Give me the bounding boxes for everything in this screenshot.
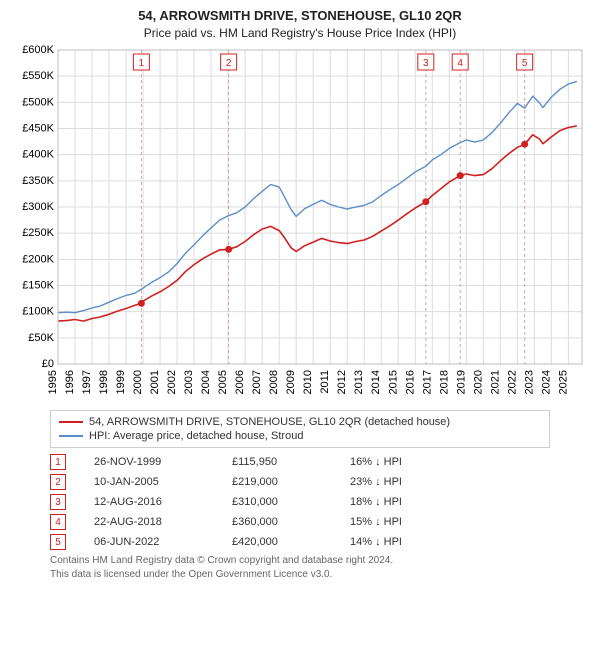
svg-text:£250K: £250K bbox=[22, 227, 54, 239]
svg-text:2003: 2003 bbox=[183, 370, 195, 394]
svg-text:2012: 2012 bbox=[336, 370, 348, 394]
sale-date: 12-AUG-2016 bbox=[94, 496, 204, 508]
svg-text:1998: 1998 bbox=[98, 370, 110, 394]
svg-text:1: 1 bbox=[139, 58, 145, 69]
svg-text:2022: 2022 bbox=[506, 370, 518, 394]
svg-text:2007: 2007 bbox=[251, 370, 263, 394]
sale-price: £420,000 bbox=[232, 536, 322, 548]
svg-text:2011: 2011 bbox=[319, 370, 331, 394]
svg-text:2019: 2019 bbox=[455, 370, 467, 394]
sale-marker-badge: 5 bbox=[50, 534, 66, 550]
svg-text:£400K: £400K bbox=[22, 149, 54, 161]
legend-swatch bbox=[59, 435, 83, 437]
legend-label: 54, ARROWSMITH DRIVE, STONEHOUSE, GL10 2… bbox=[89, 416, 450, 428]
svg-text:£500K: £500K bbox=[22, 96, 54, 108]
svg-text:£0: £0 bbox=[42, 358, 54, 370]
svg-text:2014: 2014 bbox=[370, 370, 382, 394]
price-chart: £0 £50K £100K £150K £200K £250K £300K £350K £400… bbox=[10, 44, 590, 404]
svg-text:2: 2 bbox=[226, 58, 232, 69]
svg-text:4: 4 bbox=[457, 58, 463, 69]
sale-row: 3 12-AUG-2016 £310,000 18% ↓ HPI bbox=[50, 492, 590, 512]
footer-line-2: This data is licensed under the Open Gov… bbox=[50, 568, 590, 582]
svg-text:2020: 2020 bbox=[472, 370, 484, 394]
svg-text:2015: 2015 bbox=[387, 370, 399, 394]
sale-delta: 23% ↓ HPI bbox=[350, 476, 402, 488]
svg-text:£50K: £50K bbox=[28, 332, 54, 344]
svg-text:2004: 2004 bbox=[200, 370, 212, 394]
sale-date: 26-NOV-1999 bbox=[94, 456, 204, 468]
sale-price: £360,000 bbox=[232, 516, 322, 528]
svg-text:£100K: £100K bbox=[22, 306, 54, 318]
svg-text:£550K: £550K bbox=[22, 70, 54, 82]
svg-text:2016: 2016 bbox=[404, 370, 416, 394]
svg-text:£350K: £350K bbox=[22, 175, 54, 187]
svg-text:2024: 2024 bbox=[540, 370, 552, 394]
sale-row: 4 22-AUG-2018 £360,000 15% ↓ HPI bbox=[50, 512, 590, 532]
sale-price: £115,950 bbox=[232, 456, 322, 468]
sale-date: 10-JAN-2005 bbox=[94, 476, 204, 488]
svg-text:2006: 2006 bbox=[234, 370, 246, 394]
svg-text:2001: 2001 bbox=[149, 370, 161, 394]
svg-text:£450K: £450K bbox=[22, 123, 54, 135]
legend-label: HPI: Average price, detached house, Stro… bbox=[89, 430, 303, 442]
svg-text:1995: 1995 bbox=[47, 370, 59, 394]
sale-row: 5 06-JUN-2022 £420,000 14% ↓ HPI bbox=[50, 532, 590, 552]
svg-text:1997: 1997 bbox=[81, 370, 93, 394]
legend-item: HPI: Average price, detached house, Stro… bbox=[59, 429, 541, 443]
sale-row: 2 10-JAN-2005 £219,000 23% ↓ HPI bbox=[50, 472, 590, 492]
sale-delta: 16% ↓ HPI bbox=[350, 456, 402, 468]
svg-text:2010: 2010 bbox=[302, 370, 314, 394]
svg-text:2018: 2018 bbox=[438, 370, 450, 394]
legend-item: 54, ARROWSMITH DRIVE, STONEHOUSE, GL10 2… bbox=[59, 415, 541, 429]
svg-text:2025: 2025 bbox=[557, 370, 569, 394]
svg-text:2005: 2005 bbox=[217, 370, 229, 394]
legend: 54, ARROWSMITH DRIVE, STONEHOUSE, GL10 2… bbox=[50, 410, 550, 448]
sale-price: £219,000 bbox=[232, 476, 322, 488]
svg-text:£600K: £600K bbox=[22, 44, 54, 56]
sales-table: 1 26-NOV-1999 £115,950 16% ↓ HPI 2 10-JAN-200… bbox=[50, 452, 590, 552]
svg-text:1999: 1999 bbox=[115, 370, 127, 394]
svg-text:1996: 1996 bbox=[64, 370, 76, 394]
chart-title: 54, ARROWSMITH DRIVE, STONEHOUSE, GL10 2… bbox=[10, 8, 590, 23]
sale-date: 06-JUN-2022 bbox=[94, 536, 204, 548]
sale-delta: 15% ↓ HPI bbox=[350, 516, 402, 528]
svg-text:2021: 2021 bbox=[489, 370, 501, 394]
sale-price: £310,000 bbox=[232, 496, 322, 508]
sale-marker-badge: 2 bbox=[50, 474, 66, 490]
svg-text:2013: 2013 bbox=[353, 370, 365, 394]
svg-text:2008: 2008 bbox=[268, 370, 280, 394]
svg-text:5: 5 bbox=[522, 58, 528, 69]
svg-text:2000: 2000 bbox=[132, 370, 144, 394]
footer-line-1: Contains HM Land Registry data © Crown c… bbox=[50, 554, 590, 568]
sale-marker-badge: 1 bbox=[50, 454, 66, 470]
legend-swatch bbox=[59, 421, 83, 423]
svg-text:£200K: £200K bbox=[22, 253, 54, 265]
sale-row: 1 26-NOV-1999 £115,950 16% ↓ HPI bbox=[50, 452, 590, 472]
svg-text:£300K: £300K bbox=[22, 201, 54, 213]
svg-text:2017: 2017 bbox=[421, 370, 433, 394]
sale-marker-badge: 3 bbox=[50, 494, 66, 510]
svg-text:£150K: £150K bbox=[22, 280, 54, 292]
chart-subtitle: Price paid vs. HM Land Registry's House … bbox=[10, 26, 590, 40]
svg-text:2023: 2023 bbox=[523, 370, 535, 394]
sale-marker-badge: 4 bbox=[50, 514, 66, 530]
sale-delta: 14% ↓ HPI bbox=[350, 536, 402, 548]
svg-text:2009: 2009 bbox=[285, 370, 297, 394]
svg-text:3: 3 bbox=[423, 58, 429, 69]
svg-text:2002: 2002 bbox=[166, 370, 178, 394]
sale-delta: 18% ↓ HPI bbox=[350, 496, 402, 508]
sale-date: 22-AUG-2018 bbox=[94, 516, 204, 528]
